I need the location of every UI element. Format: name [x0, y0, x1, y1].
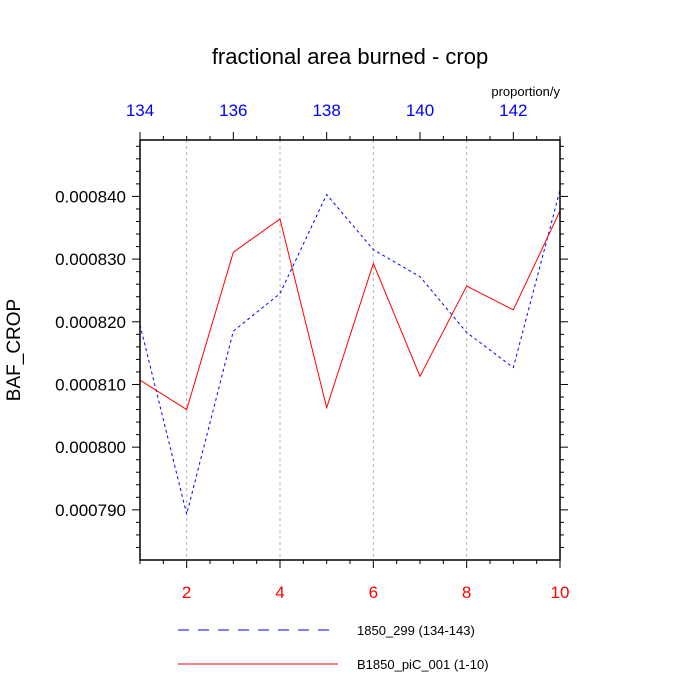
chart-title: fractional area burned - crop [212, 44, 488, 69]
axes: 2 4 6 8 10 134 136 138 140 142 0.000790 0.000800 0.0… [55, 101, 569, 602]
series-line-1 [139, 190, 561, 515]
top-tick-label: 142 [499, 101, 527, 120]
legend-label-1: 1850_299 (134-143) [357, 623, 475, 638]
x-tick-label: 6 [369, 583, 378, 602]
y-tick-label: 0.000810 [55, 375, 126, 394]
plot-frame [139, 139, 561, 561]
top-tick-label: 138 [312, 101, 340, 120]
top-tick-label: 134 [126, 101, 154, 120]
x-tick-label: 2 [182, 583, 191, 602]
legend-label-2: B1850_piC_001 (1-10) [357, 657, 489, 672]
units-label: proportion/y [491, 84, 560, 99]
y-axis-label: BAF_CROP [4, 299, 25, 401]
y-tick-label: 0.000820 [55, 313, 126, 332]
y-tick-label: 0.000790 [55, 501, 126, 520]
top-tick-label: 136 [219, 101, 247, 120]
y-tick-label: 0.000830 [55, 250, 126, 269]
series-lines [139, 190, 561, 515]
series-line-2 [139, 210, 561, 411]
grid-lines [186, 140, 468, 560]
x-tick-label: 4 [275, 583, 284, 602]
y-tick-label: 0.000800 [55, 438, 126, 457]
top-tick-label: 140 [406, 101, 434, 120]
x-tick-label: 10 [551, 583, 570, 602]
y-tick-label: 0.000840 [55, 187, 126, 206]
x-tick-label: 8 [462, 583, 471, 602]
legend: 1850_299 (134-143) B1850_piC_001 (1-10) [178, 623, 489, 672]
